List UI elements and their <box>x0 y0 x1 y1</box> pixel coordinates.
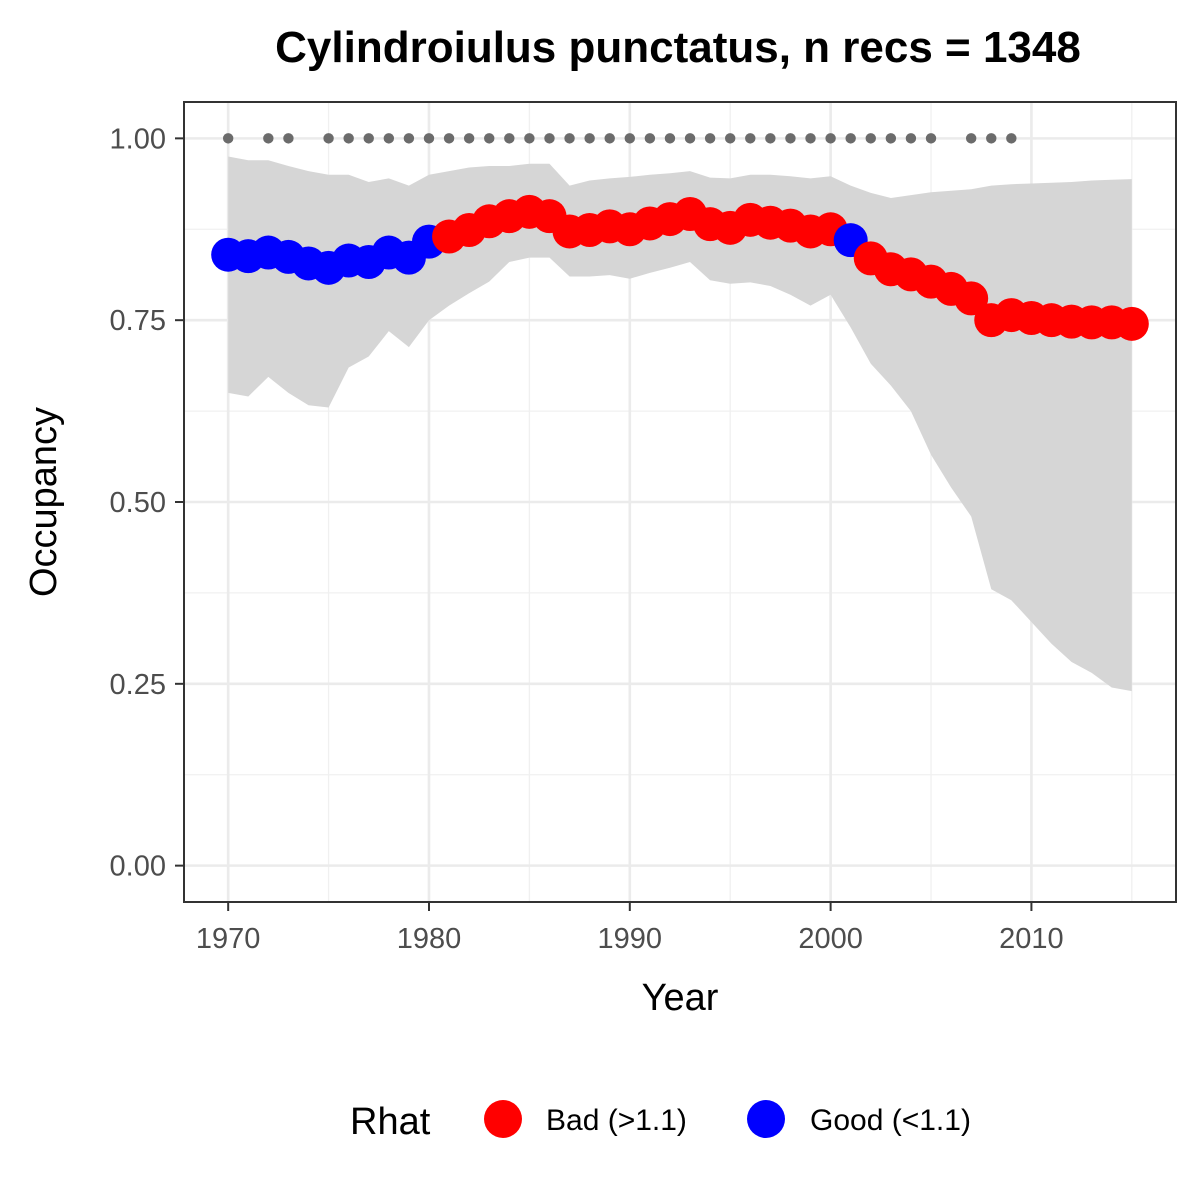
record-dot <box>423 133 435 144</box>
plot-panel <box>183 101 1177 903</box>
record-dot <box>785 133 796 144</box>
record-dot <box>584 133 595 144</box>
x-tick-label: 2000 <box>798 923 863 955</box>
record-dot <box>323 133 334 144</box>
record-dot <box>684 133 696 144</box>
record-dot <box>564 133 575 144</box>
record-dot <box>544 133 555 144</box>
x-axis-title: Year <box>642 977 719 1019</box>
y-axis-title: Occupancy <box>23 407 65 597</box>
record-dot <box>1006 133 1017 144</box>
record-year-dots <box>222 133 1017 144</box>
record-dot <box>383 133 395 144</box>
x-tick-label: 1970 <box>196 923 261 955</box>
point-bad <box>1114 306 1149 341</box>
record-dot <box>825 133 836 144</box>
record-dot <box>845 133 856 144</box>
record-dot <box>925 133 937 144</box>
record-dot <box>222 133 234 144</box>
record-dot <box>524 133 535 144</box>
occupancy-points <box>211 194 1149 341</box>
x-tick-label: 1980 <box>397 923 462 955</box>
record-dot <box>624 133 635 144</box>
record-dot <box>865 133 876 144</box>
record-dot <box>745 133 756 144</box>
x-tick-label: 2010 <box>999 923 1064 955</box>
legend-key-good <box>747 1100 785 1138</box>
record-dot <box>263 133 274 144</box>
record-dot <box>463 133 475 144</box>
record-dot <box>885 133 897 144</box>
record-dot <box>986 133 997 144</box>
y-tick-label: 1.00 <box>110 123 166 155</box>
record-dot <box>725 133 736 144</box>
y-tick-label: 0.75 <box>110 305 166 337</box>
record-dot <box>765 133 776 144</box>
record-dot <box>604 133 615 144</box>
record-dot <box>484 133 495 144</box>
record-dot <box>805 133 816 144</box>
legend-key-bad <box>484 1100 522 1138</box>
record-dot <box>363 133 374 144</box>
chart-title: Cylindroiulus punctatus, n recs = 1348 <box>275 23 1081 72</box>
record-dot <box>283 133 294 144</box>
y-tick-label: 0.25 <box>110 669 166 701</box>
legend-title: Rhat <box>350 1101 431 1143</box>
record-dot <box>905 133 917 144</box>
legend-label-bad: Bad (>1.1) <box>546 1104 687 1137</box>
record-dot <box>704 133 716 144</box>
axes: 1970 1980 1990 2000 2010 0.00 0.25 0.50 0.75 1.00 <box>110 123 1064 955</box>
y-tick-label: 0.50 <box>110 487 166 519</box>
legend: Rhat Bad (>1.1) Good (<1.1) <box>350 1100 971 1143</box>
record-dot <box>403 133 415 144</box>
x-tick-label: 1990 <box>598 923 663 955</box>
record-dot <box>343 133 354 144</box>
record-dot <box>443 133 455 144</box>
record-dot <box>504 133 515 144</box>
record-dot <box>965 133 977 144</box>
legend-label-good: Good (<1.1) <box>810 1104 971 1137</box>
point-bad <box>954 281 989 316</box>
record-dot <box>644 133 656 144</box>
record-dot <box>664 133 676 144</box>
y-tick-label: 0.00 <box>110 851 166 883</box>
